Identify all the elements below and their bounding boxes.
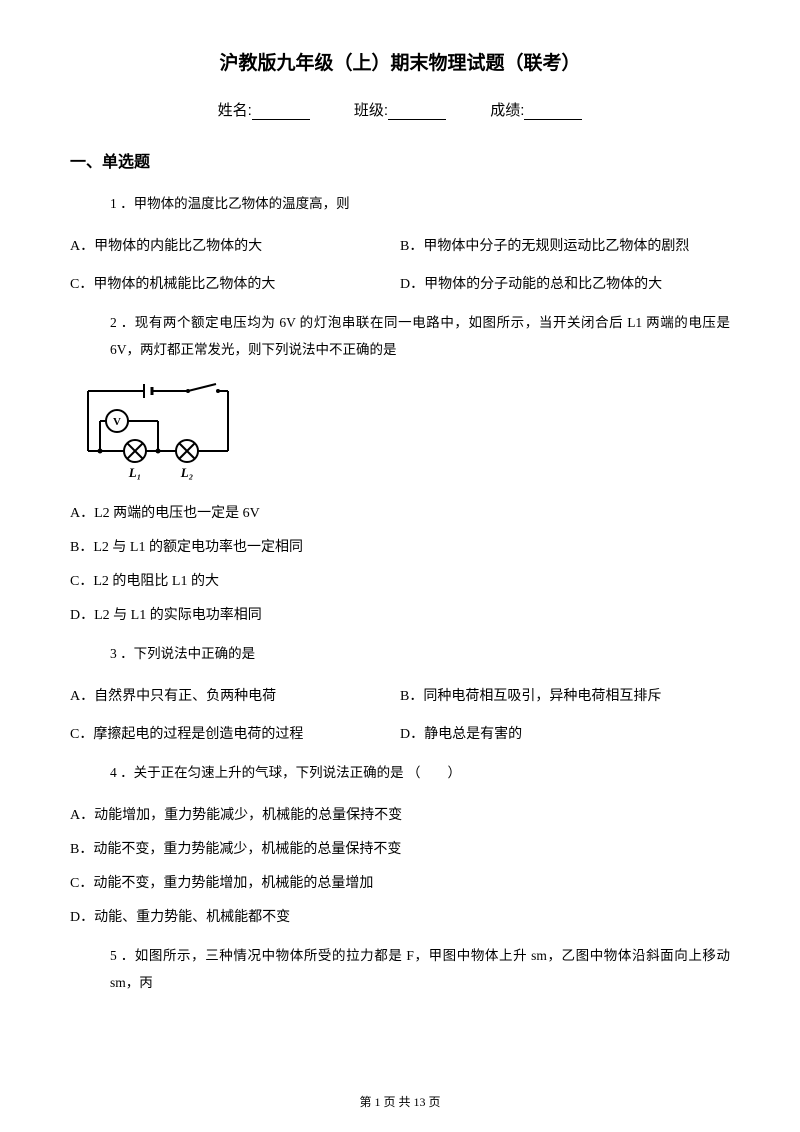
q1-optB: B．甲物体中分子的无规则运动比乙物体的剧烈 [400,233,730,261]
q1-options-row1: A．甲物体的内能比乙物体的大 B．甲物体中分子的无规则运动比乙物体的剧烈 [70,233,730,261]
student-info-row: 姓名: 班级: 成绩: [70,99,730,120]
q3-optD: D．静电总是有害的 [400,721,730,749]
page-title: 沪教版九年级（上）期末物理试题（联考） [70,48,730,75]
q2-optB: B．L2 与 L1 的额定电功率也一定相同 [70,534,730,562]
q4-optA: A．动能增加，重力势能减少，机械能的总量保持不变 [70,802,730,830]
q2-prompt: 2 ．现有两个额定电压均为 6V 的灯泡串联在同一电路中，如图所示，当开关闭合后… [70,309,730,363]
q3-options-row1: A．自然界中只有正、负两种电荷 B．同种电荷相互吸引，异种电荷相互排斥 [70,683,730,711]
score-blank [524,105,582,120]
q4-optC: C．动能不变，重力势能增加，机械能的总量增加 [70,870,730,898]
class-label: 班级: [354,102,388,119]
score-field: 成绩: [490,99,582,120]
q1-optD: D．甲物体的分子动能的总和比乙物体的大 [400,271,730,299]
voltmeter-label: V [113,416,121,428]
q2-optC: C．L2 的电阻比 L1 的大 [70,568,730,596]
q4-optD: D．动能、重力势能、机械能都不变 [70,904,730,932]
q2-optA: A．L2 两端的电压也一定是 6V [70,500,730,528]
page-footer: 第 1 页 共 13 页 [0,1093,800,1110]
q4-prompt: 4 ．关于正在匀速上升的气球，下列说法正确的是 （ ） [70,759,730,786]
q1-optA: A．甲物体的内能比乙物体的大 [70,233,400,261]
q3-optC: C．摩擦起电的过程是创造电荷的过程 [70,721,400,749]
q3-optA: A．自然界中只有正、负两种电荷 [70,683,400,711]
name-blank [252,105,310,120]
lamp-l2-label: L₂ [180,465,193,480]
section-1-header: 一、单选题 [70,148,730,172]
circuit-svg: V L₁ L₂ [76,379,241,481]
q3-options-row2: C．摩擦起电的过程是创造电荷的过程 D．静电总是有害的 [70,721,730,749]
class-field: 班级: [354,99,446,120]
q3-optB: B．同种电荷相互吸引，异种电荷相互排斥 [400,683,730,711]
q1-optC: C．甲物体的机械能比乙物体的大 [70,271,400,299]
q3-prompt: 3 ．下列说法中正确的是 [70,640,730,667]
q5-prompt: 5 ．如图所示，三种情况中物体所受的拉力都是 F，甲图中物体上升 sm，乙图中物… [70,942,730,996]
q1-prompt: 1 ．甲物体的温度比乙物体的温度高，则 [70,190,730,217]
q1-options-row2: C．甲物体的机械能比乙物体的大 D．甲物体的分子动能的总和比乙物体的大 [70,271,730,299]
lamp-l1-label: L₁ [128,465,141,480]
circuit-diagram: V L₁ L₂ [76,379,730,486]
name-label: 姓名: [218,102,252,119]
name-field: 姓名: [218,99,310,120]
q2-optD: D．L2 与 L1 的实际电功率相同 [70,602,730,630]
q4-optB: B．动能不变，重力势能减少，机械能的总量保持不变 [70,836,730,864]
score-label: 成绩: [490,102,524,119]
class-blank [388,105,446,120]
